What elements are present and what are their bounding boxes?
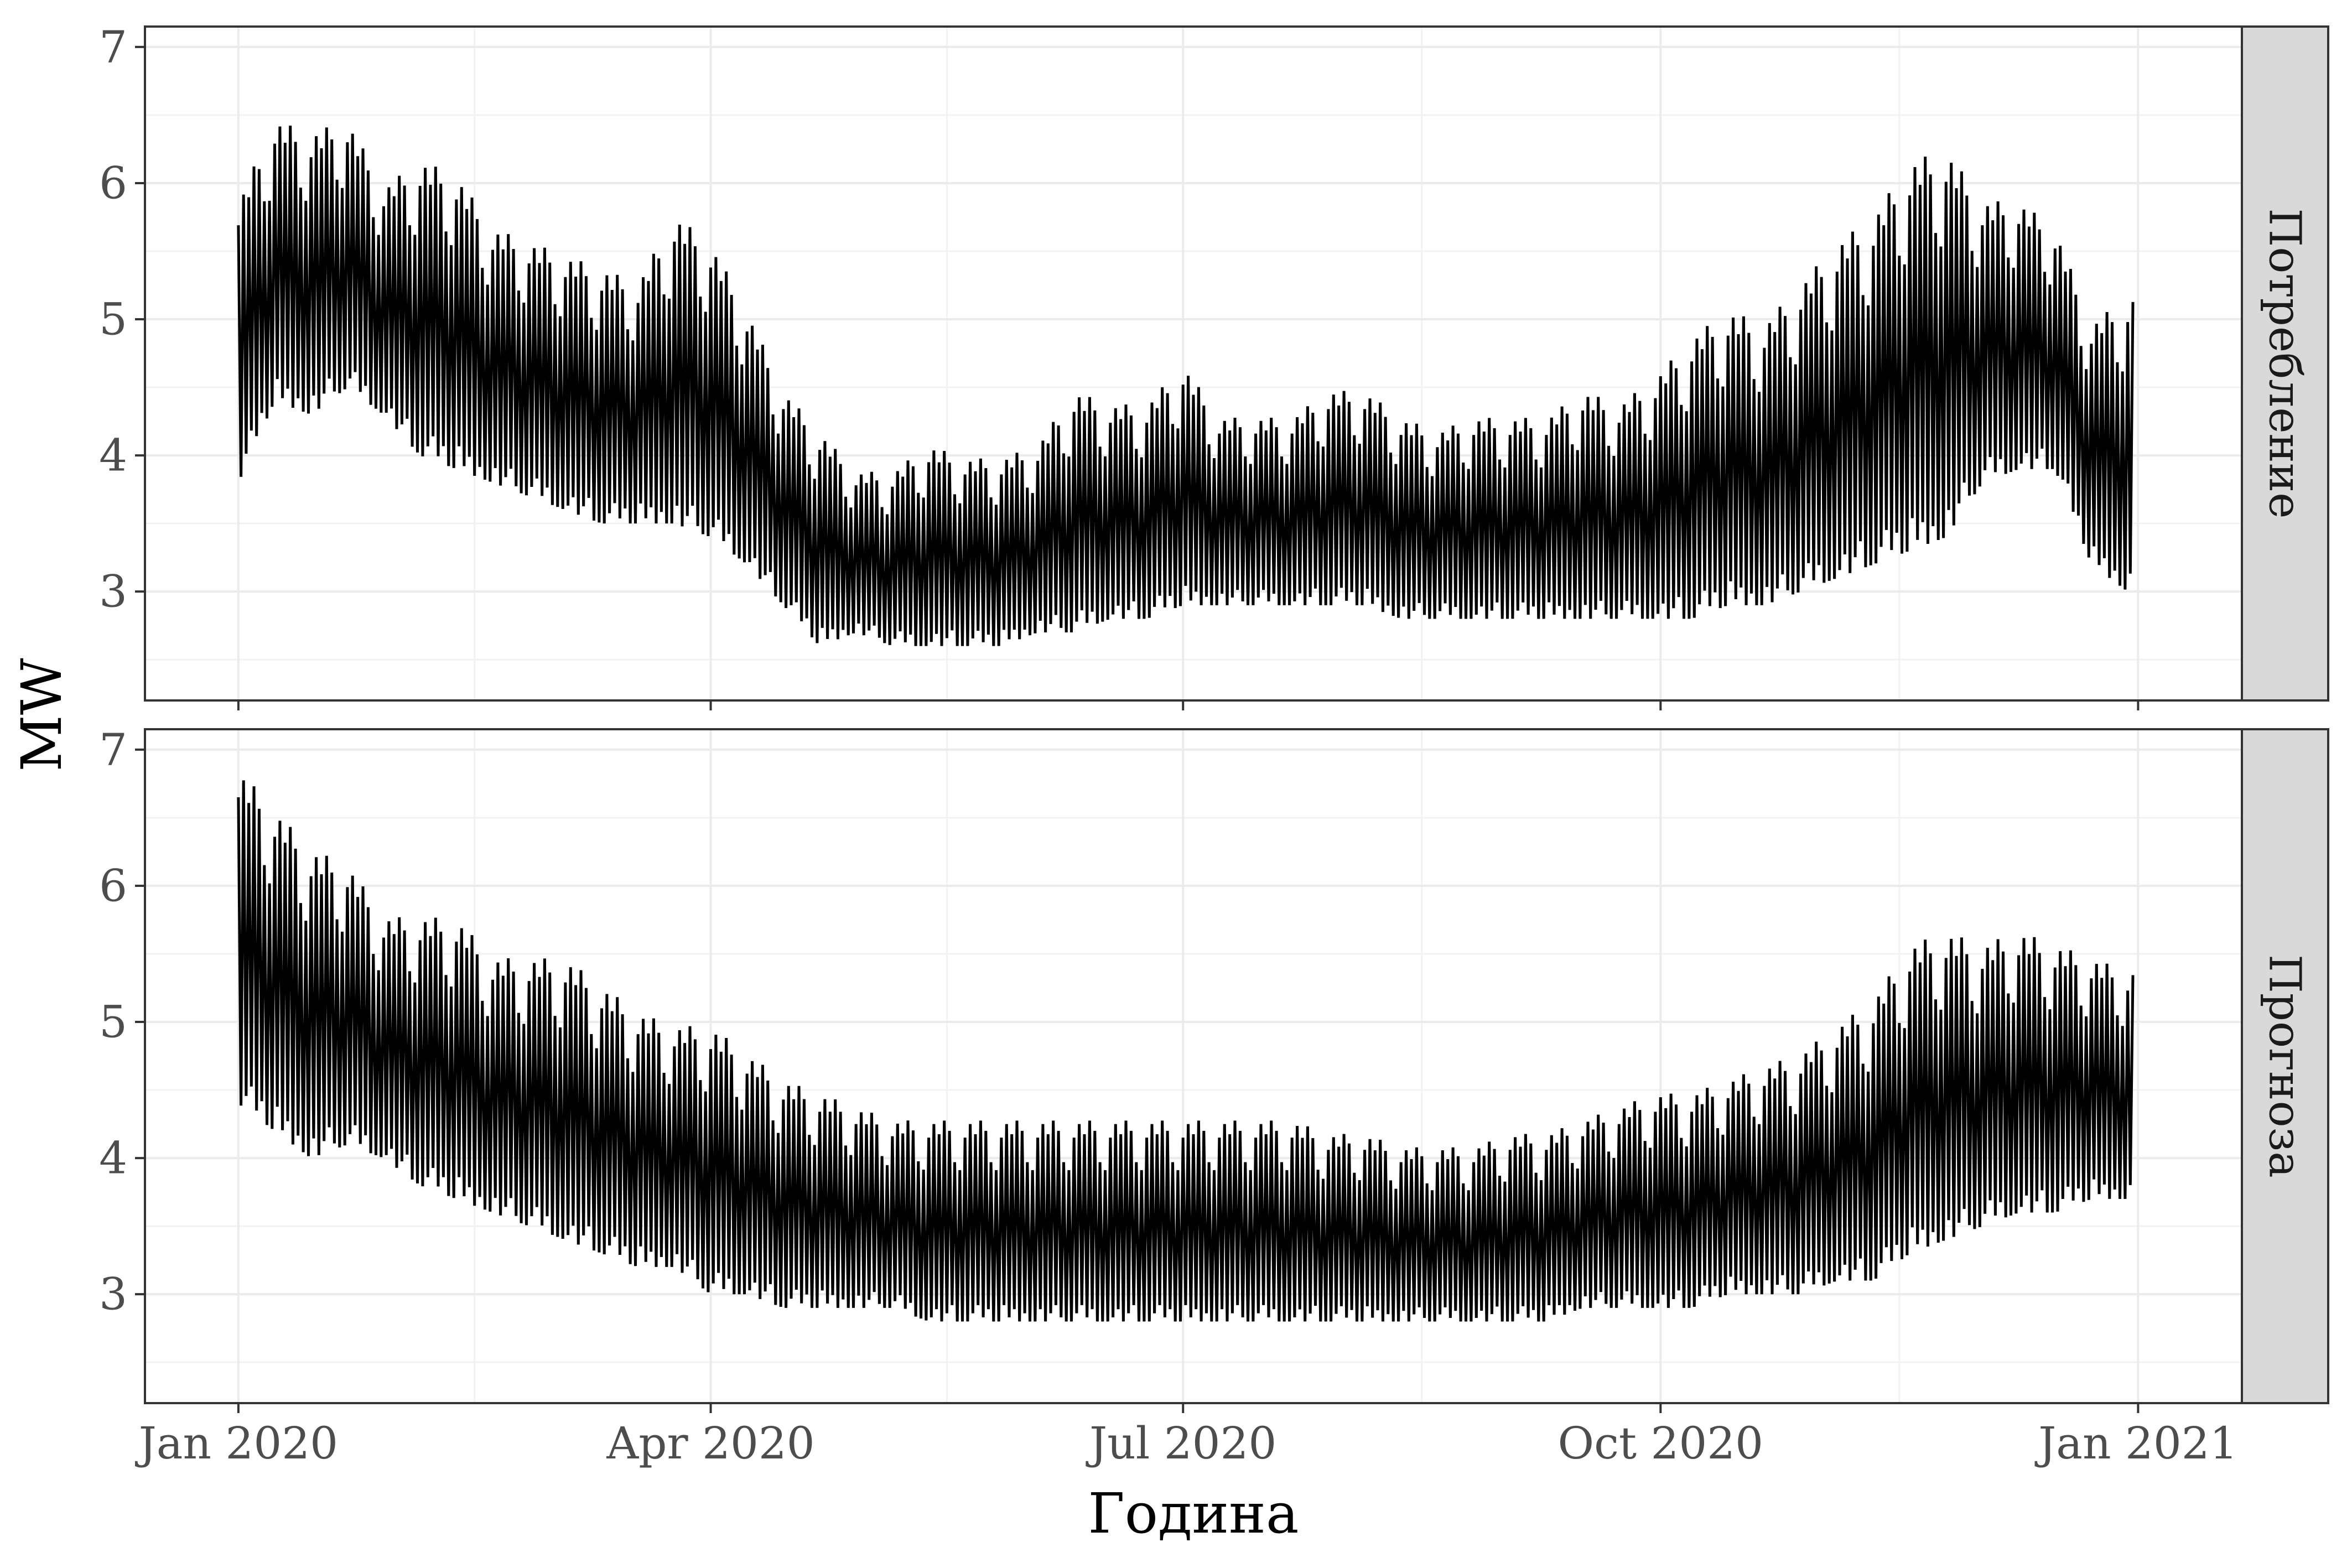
y-tick-label: 5 (99, 996, 127, 1048)
panel-forecast-strip (2241, 728, 2329, 1404)
panel-forecast: 3 4 5 6 7 Прогноза (99, 724, 2329, 1404)
panel-forecast-series (237, 780, 2135, 1322)
panel-forecast-strip-label: Прогноза (2260, 954, 2311, 1178)
panel-forecast-y-axis: 3 4 5 6 7 (99, 724, 145, 1320)
y-tick-label: 5 (99, 294, 127, 345)
panel-consumption-strip-label: Потребление (2260, 208, 2311, 518)
y-tick-label: 3 (99, 1269, 127, 1320)
y-tick-label: 4 (99, 1133, 127, 1184)
y-tick-label: 7 (99, 724, 127, 775)
panel-consumption: 3 4 5 6 7 Потребление (99, 21, 2329, 702)
y-tick-label: 3 (99, 566, 127, 617)
y-tick-label: 6 (99, 157, 127, 209)
x-tick-label: Apr 2020 (606, 1418, 814, 1469)
y-tick-label: 4 (99, 430, 127, 481)
series-line (237, 126, 2135, 646)
panel-consumption-strip (2241, 25, 2329, 702)
y-tick-label: 7 (99, 21, 127, 72)
y-tick-label: 6 (99, 860, 127, 911)
panel-consumption-y-axis: 3 4 5 6 7 (99, 21, 145, 617)
series-line (237, 780, 2135, 1322)
x-axis: Jan 2020 Apr 2020 Jul 2020 Oct 2020 Jan 2021 (135, 700, 2238, 1469)
x-tick-label: Jul 2020 (1086, 1418, 1276, 1469)
x-tick-label: Jan 2020 (135, 1418, 338, 1469)
x-axis-title: Година (1088, 1481, 1299, 1546)
x-tick-label: Oct 2020 (1558, 1418, 1764, 1469)
panel-consumption-series (237, 126, 2135, 646)
x-tick-label: Jan 2021 (2034, 1418, 2237, 1469)
y-axis-title: MW (9, 658, 74, 771)
